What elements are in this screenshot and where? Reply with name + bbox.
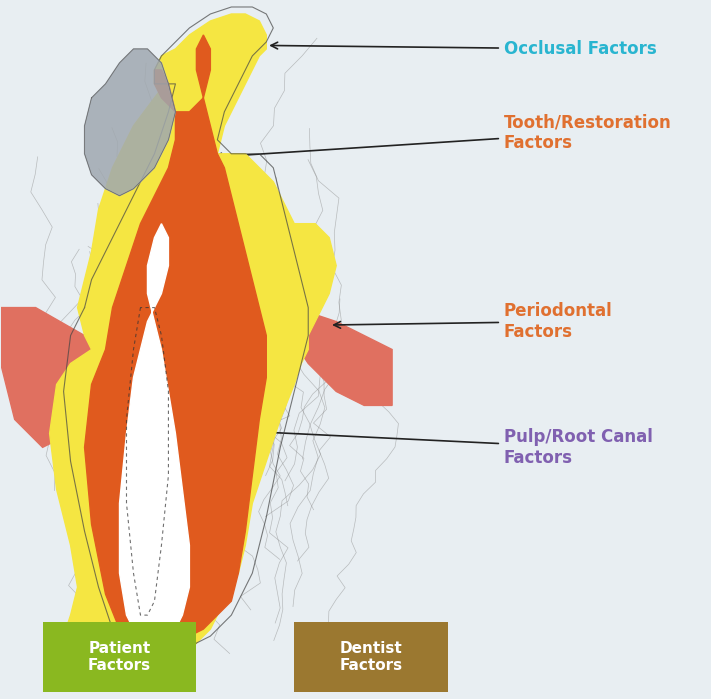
FancyBboxPatch shape — [43, 622, 196, 692]
Polygon shape — [119, 224, 189, 629]
Polygon shape — [252, 294, 392, 405]
Polygon shape — [50, 14, 336, 664]
Text: Patient
Factors: Patient Factors — [88, 641, 151, 673]
Text: Pulp/Root Canal
Factors: Pulp/Root Canal Factors — [222, 427, 653, 467]
Polygon shape — [85, 49, 176, 196]
Text: Periodontal
Factors: Periodontal Factors — [334, 302, 613, 341]
Text: Tooth/Restoration
Factors: Tooth/Restoration Factors — [215, 113, 672, 160]
Polygon shape — [0, 308, 99, 447]
Text: Occlusal Factors: Occlusal Factors — [271, 40, 657, 58]
Polygon shape — [85, 35, 267, 643]
Text: Dentist
Factors: Dentist Factors — [340, 641, 402, 673]
FancyBboxPatch shape — [294, 622, 448, 692]
